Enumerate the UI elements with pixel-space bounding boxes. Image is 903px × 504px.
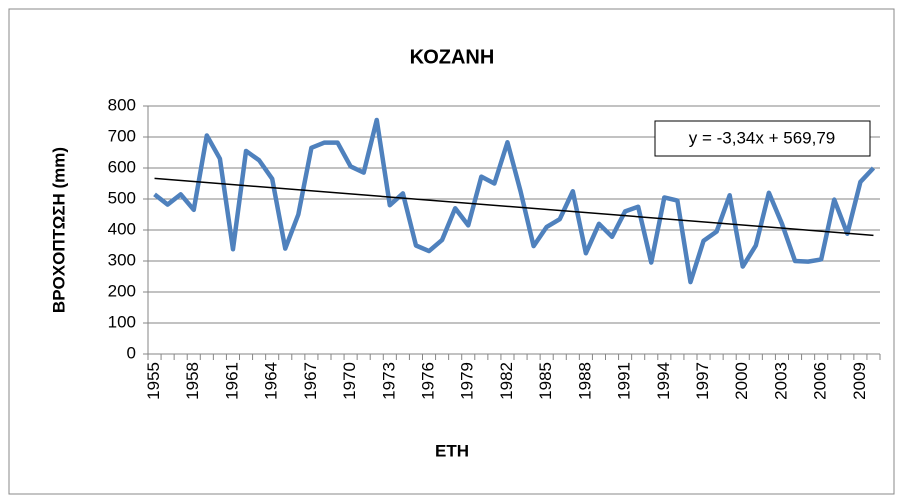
trendline-label: y = -3,34x + 569,79	[689, 128, 836, 147]
y-tick-label: 100	[108, 312, 136, 331]
x-tick-label: 1961	[222, 362, 241, 400]
x-tick-label: 1979	[458, 362, 477, 400]
chart-title: ΚΟΖΑΝΗ	[410, 46, 495, 68]
y-axis-label: ΒΡΟΧΟΠΤΩΣΗ (mm)	[49, 147, 68, 313]
x-tick-label: 2003	[771, 362, 790, 400]
x-tick-label: 1982	[497, 362, 516, 400]
x-tick-label: 2006	[811, 362, 830, 400]
y-tick-label: 0	[127, 343, 136, 362]
x-tick-label: 1988	[575, 362, 594, 400]
y-tick-label: 200	[108, 281, 136, 300]
x-tick-label: 1976	[419, 362, 438, 400]
x-tick-label: 1985	[536, 362, 555, 400]
trendline-label-box	[654, 120, 871, 157]
x-tick-label: 1994	[654, 362, 673, 400]
x-tick-label: 1970	[340, 362, 359, 400]
x-tick-label: 2000	[732, 362, 751, 400]
x-tick-label: 1964	[262, 362, 281, 400]
y-tick-label: 300	[108, 250, 136, 269]
y-tick-label: 600	[108, 157, 136, 176]
x-tick-label: 1997	[693, 362, 712, 400]
y-tick-label: 800	[108, 95, 136, 114]
x-tick-label: 1958	[183, 362, 202, 400]
chart-border	[8, 8, 895, 495]
x-tick-label: 1967	[301, 362, 320, 400]
x-tick-label: 2009	[850, 362, 869, 400]
x-tick-label: 1991	[615, 362, 634, 400]
x-tick-label: 1955	[144, 362, 163, 400]
y-tick-label: 700	[108, 126, 136, 145]
x-axis-label: ΕΤΗ	[435, 441, 469, 460]
x-tick-label: 1973	[379, 362, 398, 400]
data-line	[153, 117, 876, 285]
trendline	[154, 177, 874, 237]
y-tick-label: 400	[108, 219, 136, 238]
y-tick-label: 500	[108, 188, 136, 207]
